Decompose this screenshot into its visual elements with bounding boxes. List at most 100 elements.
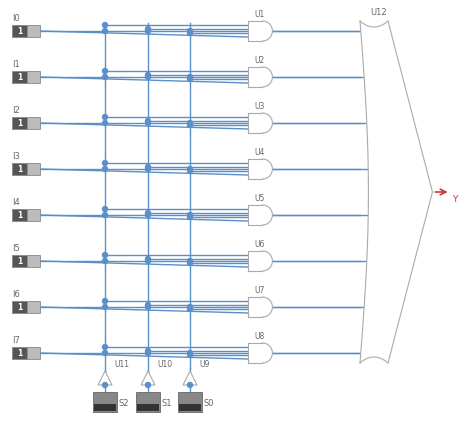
Text: I1: I1 bbox=[12, 60, 20, 69]
Text: I3: I3 bbox=[12, 152, 20, 161]
Polygon shape bbox=[248, 205, 273, 225]
Circle shape bbox=[188, 351, 192, 355]
Circle shape bbox=[102, 298, 108, 304]
Text: I2: I2 bbox=[12, 106, 20, 115]
Bar bbox=[12, 163, 27, 175]
Circle shape bbox=[146, 165, 151, 170]
Polygon shape bbox=[183, 371, 197, 385]
Circle shape bbox=[146, 212, 151, 218]
Bar bbox=[27, 25, 40, 37]
Bar bbox=[27, 347, 40, 359]
Circle shape bbox=[102, 167, 108, 171]
Text: Y: Y bbox=[453, 195, 458, 204]
Polygon shape bbox=[141, 371, 155, 385]
Text: U7: U7 bbox=[255, 286, 265, 295]
Polygon shape bbox=[98, 371, 112, 385]
Circle shape bbox=[146, 349, 151, 354]
Circle shape bbox=[102, 351, 108, 355]
Circle shape bbox=[146, 302, 151, 307]
Circle shape bbox=[102, 69, 108, 73]
Circle shape bbox=[146, 259, 151, 263]
Circle shape bbox=[188, 382, 192, 388]
Circle shape bbox=[102, 22, 108, 28]
Text: U2: U2 bbox=[255, 56, 265, 65]
Text: I7: I7 bbox=[12, 336, 20, 345]
Text: I6: I6 bbox=[12, 290, 20, 299]
Text: U8: U8 bbox=[255, 332, 265, 341]
Circle shape bbox=[146, 351, 151, 355]
Bar bbox=[12, 25, 27, 37]
Circle shape bbox=[102, 212, 108, 218]
Circle shape bbox=[102, 259, 108, 263]
Circle shape bbox=[188, 167, 192, 171]
Text: I5: I5 bbox=[12, 244, 20, 253]
Circle shape bbox=[146, 26, 151, 31]
Bar bbox=[27, 71, 40, 83]
Circle shape bbox=[188, 75, 192, 80]
Text: 1: 1 bbox=[17, 302, 22, 312]
Circle shape bbox=[102, 161, 108, 165]
Circle shape bbox=[188, 120, 192, 126]
Circle shape bbox=[146, 75, 151, 80]
Circle shape bbox=[102, 206, 108, 212]
Text: 1: 1 bbox=[17, 349, 22, 357]
Text: U4: U4 bbox=[255, 148, 265, 157]
Circle shape bbox=[146, 120, 151, 126]
Text: 1: 1 bbox=[17, 165, 22, 173]
Bar bbox=[179, 404, 201, 411]
Bar bbox=[27, 209, 40, 221]
Polygon shape bbox=[360, 21, 432, 363]
Text: U11: U11 bbox=[114, 360, 129, 369]
Circle shape bbox=[188, 307, 192, 312]
Polygon shape bbox=[248, 67, 273, 87]
Text: 1: 1 bbox=[17, 26, 22, 36]
Bar bbox=[137, 404, 159, 411]
Bar bbox=[94, 404, 116, 411]
Circle shape bbox=[146, 73, 151, 78]
Circle shape bbox=[146, 118, 151, 123]
Bar bbox=[12, 255, 27, 267]
Bar bbox=[12, 301, 27, 313]
Bar bbox=[12, 117, 27, 129]
Circle shape bbox=[188, 212, 192, 218]
Circle shape bbox=[102, 75, 108, 80]
Circle shape bbox=[188, 76, 192, 81]
Bar bbox=[27, 163, 40, 175]
Circle shape bbox=[146, 28, 151, 33]
Text: 1: 1 bbox=[17, 257, 22, 265]
Circle shape bbox=[102, 344, 108, 349]
Bar bbox=[12, 347, 27, 359]
Circle shape bbox=[146, 167, 151, 171]
Circle shape bbox=[102, 28, 108, 33]
Circle shape bbox=[146, 210, 151, 215]
Text: U1: U1 bbox=[255, 10, 265, 19]
Circle shape bbox=[102, 120, 108, 126]
Text: I4: I4 bbox=[12, 198, 20, 207]
Bar bbox=[136, 392, 160, 412]
Bar bbox=[27, 117, 40, 129]
Text: 1: 1 bbox=[17, 210, 22, 220]
Bar bbox=[93, 392, 117, 412]
Circle shape bbox=[102, 382, 108, 388]
Bar bbox=[12, 71, 27, 83]
Circle shape bbox=[146, 382, 151, 388]
Text: S2: S2 bbox=[119, 399, 129, 408]
Bar bbox=[27, 301, 40, 313]
Text: U12: U12 bbox=[371, 8, 387, 17]
Circle shape bbox=[146, 257, 151, 262]
Circle shape bbox=[188, 259, 192, 263]
Circle shape bbox=[102, 253, 108, 257]
Circle shape bbox=[188, 215, 192, 220]
Text: U6: U6 bbox=[255, 240, 265, 249]
Polygon shape bbox=[248, 21, 273, 41]
Bar bbox=[12, 209, 27, 221]
Text: U9: U9 bbox=[199, 360, 210, 369]
Text: 1: 1 bbox=[17, 118, 22, 128]
Circle shape bbox=[188, 31, 192, 36]
Bar bbox=[178, 392, 202, 412]
Polygon shape bbox=[248, 251, 273, 271]
Circle shape bbox=[188, 260, 192, 265]
Circle shape bbox=[102, 114, 108, 120]
Circle shape bbox=[188, 352, 192, 357]
Text: I0: I0 bbox=[12, 14, 20, 23]
